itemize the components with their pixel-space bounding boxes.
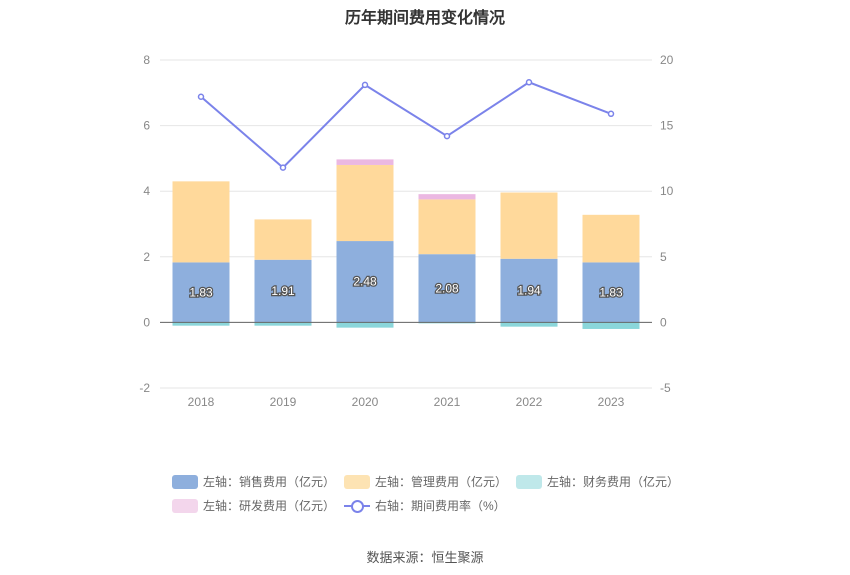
rate-point bbox=[443, 132, 451, 140]
bar-segment bbox=[418, 199, 476, 255]
bar-segment bbox=[500, 258, 558, 323]
x-tick-label: 2020 bbox=[352, 395, 379, 409]
bar-data-label: 2.08 bbox=[435, 281, 459, 295]
legend-swatch bbox=[344, 474, 370, 489]
x-tick-label: 2019 bbox=[270, 395, 297, 409]
bar-segment bbox=[254, 322, 312, 326]
y-right-tick-label: 0 bbox=[660, 315, 667, 329]
y-left-tick-label: 6 bbox=[143, 119, 150, 133]
bar-segment bbox=[254, 259, 312, 323]
data-source-note: 数据来源：恒生聚源 bbox=[366, 550, 484, 565]
rate-point bbox=[361, 81, 369, 89]
x-tick-label: 2023 bbox=[598, 395, 625, 409]
bar-data-label: 1.83 bbox=[189, 285, 213, 299]
rate-point bbox=[607, 110, 615, 118]
y-right-tick-label: 15 bbox=[660, 119, 674, 133]
bar-segment bbox=[336, 159, 394, 165]
bar-segment bbox=[500, 322, 558, 327]
legend-label: 左轴：研发费用（亿元） bbox=[203, 499, 336, 513]
bar-segment bbox=[172, 181, 230, 263]
legend-item-rate[interactable]: 右轴：期间费用率（%） bbox=[344, 497, 506, 514]
x-tick-label: 2021 bbox=[434, 395, 461, 409]
legend-label: 右轴：期间费用率（%） bbox=[375, 499, 506, 513]
bar-data-label: 1.83 bbox=[599, 285, 623, 299]
legend-item-rd[interactable]: 左轴：研发费用（亿元） bbox=[172, 497, 335, 514]
y-left-tick-label: 8 bbox=[143, 53, 150, 67]
bar-segment bbox=[172, 322, 230, 326]
x-tick-label: 2018 bbox=[188, 395, 215, 409]
y-left-tick-label: 2 bbox=[143, 250, 150, 264]
chart-title: 历年期间费用变化情况 bbox=[344, 10, 505, 27]
legend-swatch bbox=[172, 474, 198, 489]
bar-segment bbox=[418, 194, 476, 200]
bar-data-label: 2.48 bbox=[353, 275, 377, 289]
y-right-tick-label: 10 bbox=[660, 184, 674, 198]
legend-item-mgmt[interactable]: 左轴：管理费用（亿元） bbox=[344, 473, 507, 490]
rate-point bbox=[197, 93, 205, 100]
chart-canvas: -2 0 2 4 6 8 -5 0 5 10 15 20 2018 2019 2020 2021 2022 202… bbox=[139, 53, 674, 409]
legend-label: 左轴：销售费用（亿元） bbox=[203, 475, 336, 489]
bar-segment bbox=[582, 262, 640, 323]
rate-point bbox=[525, 79, 533, 86]
bar-segment bbox=[172, 262, 230, 323]
legend-label: 左轴：管理费用（亿元） bbox=[375, 475, 508, 489]
y-right-tick-label: 5 bbox=[660, 250, 667, 264]
y-right-tick-label: 20 bbox=[660, 53, 674, 67]
legend-swatch bbox=[172, 498, 198, 513]
legend-label: 左轴：财务费用（亿元） bbox=[547, 475, 680, 489]
bar-data-label: 1.91 bbox=[271, 284, 295, 298]
bar-segment bbox=[336, 322, 394, 328]
y-right-tick-label: -5 bbox=[660, 381, 671, 395]
bar-segment bbox=[254, 219, 312, 260]
x-tick-label: 2022 bbox=[516, 395, 543, 409]
rate-point bbox=[279, 164, 287, 171]
bar-segment bbox=[500, 192, 558, 259]
bar-segment bbox=[582, 214, 640, 263]
bar-segment bbox=[418, 254, 476, 323]
legend-item-fin[interactable]: 左轴：财务费用（亿元） bbox=[516, 473, 679, 490]
bar-segment bbox=[336, 164, 394, 242]
legend-line-marker-icon bbox=[344, 499, 370, 513]
legend-swatch bbox=[516, 474, 542, 489]
rate-line bbox=[200, 81, 612, 169]
bar-segment bbox=[582, 322, 640, 329]
y-left-tick-label: 4 bbox=[143, 184, 150, 198]
bar-data-label: 1.94 bbox=[517, 284, 541, 298]
bar-segment bbox=[336, 241, 394, 323]
legend-item-sales[interactable]: 左轴：销售费用（亿元） bbox=[172, 473, 335, 490]
y-left-tick-label: 0 bbox=[143, 315, 150, 329]
y-left-tick-label: -2 bbox=[139, 381, 150, 395]
